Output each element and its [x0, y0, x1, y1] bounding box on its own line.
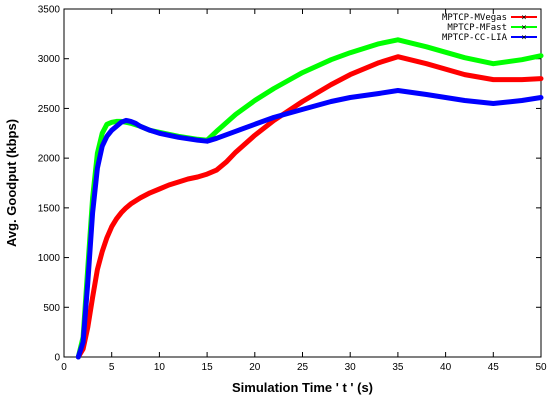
y-tick-label: 3500	[38, 5, 61, 16]
x-tick-label: 25	[297, 362, 309, 373]
legend-marker: ×	[521, 23, 526, 33]
x-tick-label: 0	[61, 362, 67, 373]
series-line-mptcp-mvegas	[75, 54, 544, 360]
x-axis-label: Simulation Time ' t ' (s)	[232, 380, 373, 395]
y-axis-ticks: 0 500 1000 1500 2000 2500 3000 3500	[38, 5, 541, 364]
y-tick-label: 3000	[38, 54, 61, 65]
y-tick-label: 2000	[38, 154, 61, 165]
x-tick-label: 10	[154, 362, 166, 373]
x-tick-label: 45	[488, 362, 500, 373]
y-tick-label: 1000	[38, 253, 61, 264]
series-line-mptcp-cc-lia	[75, 88, 544, 360]
x-tick-label: 5	[109, 362, 115, 373]
series-line-mptcp-mfast	[75, 37, 544, 360]
legend-label: MPTCP-MVegas	[442, 13, 507, 23]
series-lines	[75, 37, 544, 360]
y-tick-label: 1500	[38, 203, 61, 214]
y-tick-label: 0	[54, 353, 60, 364]
legend-marker: ×	[521, 13, 526, 23]
x-tick-label: 40	[440, 362, 452, 373]
x-tick-label: 35	[392, 362, 404, 373]
legend: MPTCP-MVegas × MPTCP-MFast × MPTCP-CC-LIA ×	[442, 13, 537, 43]
x-tick-label: 15	[202, 362, 214, 373]
y-tick-label: 500	[43, 303, 60, 314]
legend-label: MPTCP-MFast	[447, 23, 507, 33]
legend-label: MPTCP-CC-LIA	[442, 33, 508, 43]
x-tick-label: 30	[345, 362, 357, 373]
y-axis-label: Avg. Goodput (kbps)	[4, 119, 19, 247]
x-tick-label: 20	[249, 362, 261, 373]
x-tick-label: 50	[535, 362, 547, 373]
legend-marker: ×	[521, 33, 526, 43]
y-tick-label: 2500	[38, 104, 61, 115]
x-axis-ticks: 0 5 10 15 20 25 30 35 40 45 50	[61, 9, 547, 373]
